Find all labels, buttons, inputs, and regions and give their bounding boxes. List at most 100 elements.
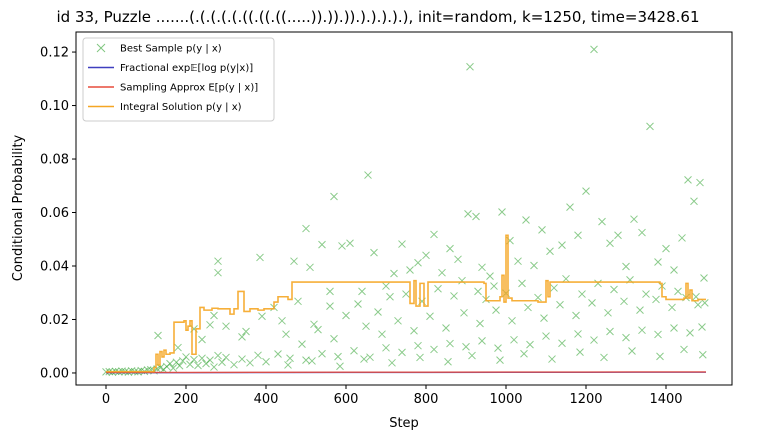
scatter-point: [330, 334, 338, 343]
scatter-point: [446, 339, 454, 348]
legend-box: [82, 37, 275, 122]
x-tick-label: 200: [174, 392, 199, 407]
scatter-point: [350, 346, 358, 355]
scatter-point: [286, 354, 294, 363]
scatter-point: [414, 258, 422, 267]
scatter-point: [388, 358, 396, 367]
scatter-point: [460, 308, 468, 317]
scatter-point: [206, 320, 214, 329]
scatter-point: [294, 297, 302, 306]
scatter-point: [522, 216, 530, 224]
scatter-point: [198, 335, 206, 344]
scatter-point: [558, 241, 566, 249]
scatter-point: [214, 351, 222, 360]
scatter-point: [416, 353, 424, 362]
scatter-point: [182, 353, 190, 361]
scatter-point: [338, 242, 346, 250]
y-axis-label: Conditional Probability: [11, 134, 26, 281]
scatter-point: [190, 355, 198, 364]
scatter-point: [214, 257, 222, 266]
y-tick-label: 0.12: [40, 46, 69, 61]
scatter-point: [698, 350, 707, 359]
scatter-point: [700, 274, 708, 282]
scatter-point: [254, 351, 262, 360]
legend-label: Integral Solution p(y | x): [120, 102, 242, 113]
scatter-point: [638, 326, 646, 335]
scatter-point: [654, 330, 662, 339]
scatter-point: [346, 239, 354, 248]
scatter-point: [698, 323, 706, 331]
x-tick-label: 0: [102, 392, 110, 407]
scatter-point: [468, 351, 476, 360]
scatter-point: [426, 312, 434, 321]
scatter-point: [588, 299, 596, 307]
scatter-point: [462, 342, 470, 351]
scatter-point: [638, 228, 646, 237]
scatter-point: [582, 187, 590, 195]
scatter-point: [366, 353, 374, 362]
scatter-point: [310, 320, 318, 329]
scatter-point: [656, 352, 664, 361]
legend-marker: [96, 43, 106, 53]
scatter-point: [548, 355, 556, 363]
scatter-point: [572, 311, 580, 320]
scatter-point: [278, 316, 286, 325]
y-tick-label: 0.04: [40, 259, 69, 274]
x-tick-label: 1000: [489, 392, 522, 407]
scatter-point: [642, 290, 650, 298]
scatter-point: [574, 231, 582, 240]
scatter-point: [382, 282, 390, 290]
scatter-point: [686, 328, 694, 337]
scatter-point: [314, 325, 322, 334]
scatter-point: [282, 330, 290, 339]
scatter-point: [206, 356, 214, 364]
scatter-point: [614, 231, 622, 240]
scatter-point: [694, 300, 702, 309]
scatter-point: [630, 215, 638, 224]
scatter-point: [472, 212, 480, 221]
scatter-point: [590, 336, 598, 344]
scatter-point: [654, 258, 662, 266]
scatter-point: [662, 244, 670, 253]
scatter-point: [402, 290, 410, 298]
scatter-point: [684, 176, 692, 184]
scatter-point: [476, 319, 484, 328]
scatter-point: [574, 330, 582, 338]
scatter-point: [354, 300, 362, 308]
scatter-point: [696, 178, 704, 187]
scatter-point: [668, 303, 676, 312]
scatter-point: [556, 300, 564, 309]
scatter-point: [230, 360, 238, 369]
scatter-point: [442, 324, 450, 332]
scatter-point: [628, 347, 636, 355]
y-tick-label: 0.06: [40, 206, 69, 221]
scatter-point: [358, 287, 366, 296]
scatter-point: [530, 261, 538, 270]
scatter-point: [318, 349, 326, 358]
scatter-point: [498, 208, 506, 216]
legend-label: Fractional exp𝔼[log p(y|x)]: [120, 63, 253, 74]
scatter-point: [222, 353, 230, 362]
scatter-point: [274, 350, 282, 358]
scatter-point: [492, 306, 500, 314]
scatter-point: [382, 343, 390, 352]
scatter-point: [238, 333, 246, 341]
scatter-point: [486, 272, 494, 281]
scatter-point: [178, 357, 187, 365]
scatter-point: [186, 360, 194, 369]
scatter-point: [414, 341, 422, 350]
scatter-point: [610, 285, 618, 294]
y-tick-label: 0.08: [40, 153, 69, 168]
scatter-point: [154, 331, 162, 340]
scatter-point: [318, 240, 326, 249]
scatter-point: [594, 279, 602, 288]
scatter-point: [670, 324, 678, 332]
scatter-point: [308, 357, 316, 365]
scatter-point: [562, 274, 570, 283]
scatter-point: [246, 358, 254, 367]
scatter-point: [430, 345, 438, 354]
scatter-point: [524, 303, 532, 312]
chart-title: id 33, Puzzle .......(.(.(.(.(.((.((.((.…: [57, 8, 700, 26]
scatter-point: [670, 266, 678, 274]
scatter-point: [622, 262, 630, 271]
